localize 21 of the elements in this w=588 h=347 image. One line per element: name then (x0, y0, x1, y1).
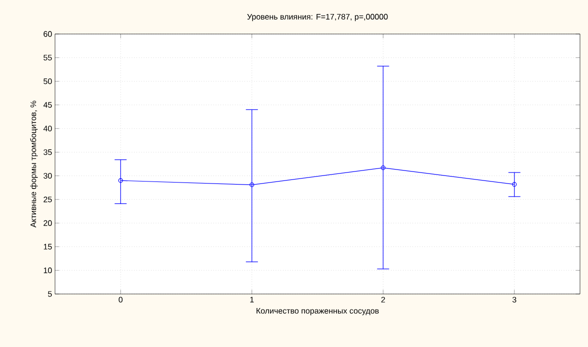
y-tick-label: 10 (44, 268, 52, 274)
y-tick-label: 30 (44, 172, 52, 179)
y-tick-label: 20 (44, 220, 52, 226)
point (380, 165, 386, 170)
y-tick-label: 35 (44, 149, 52, 156)
x-tick-label: 2 (381, 296, 385, 302)
x-axis-title: Количество пораженных сосудов (256, 308, 379, 316)
y-tick-label: 15 (44, 244, 52, 250)
y-tick-label: 40 (43, 126, 52, 132)
y-axis-title: Активные формы тромбоцитов, % (30, 100, 38, 228)
x-tick-label: 1 (250, 296, 254, 302)
y-tick-label: 25 (44, 196, 52, 202)
y-tick-label: 5 (48, 291, 52, 297)
y-tick-label: 50 (44, 78, 52, 84)
y-tick-label: 45 (43, 102, 52, 108)
y-tick-label: 55 (44, 54, 52, 60)
x-tick-label: 3 (512, 296, 516, 303)
y-tick-label: 60 (44, 31, 52, 37)
point (250, 182, 254, 188)
chart-title: Уровень влияния: F=17,787, p=,00000 (247, 14, 388, 22)
x-tick-label: 0 (118, 296, 123, 303)
